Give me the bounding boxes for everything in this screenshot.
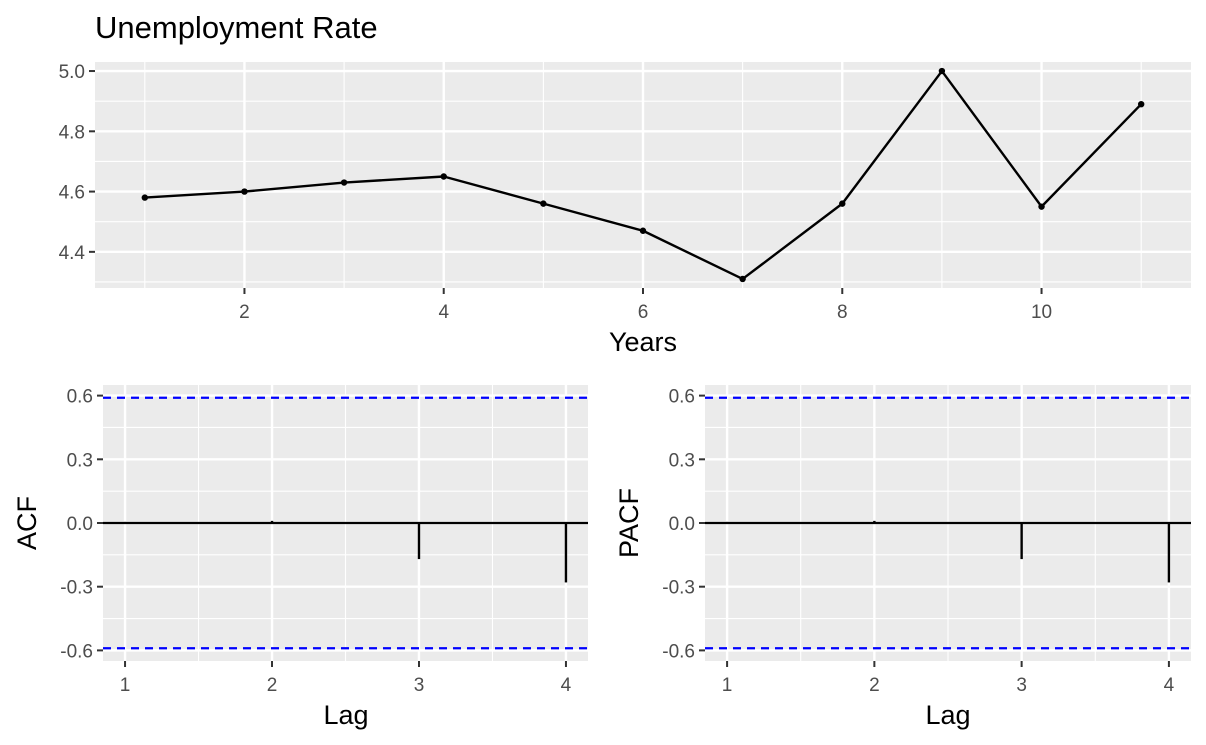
- acf-chart-marks: [103, 396, 588, 650]
- pacf-x-tick-label: 3: [1016, 675, 1027, 696]
- acf-chart-axes: 1 2 3 4 0.6 0.3 0.0 -0.3 -0.6: [60, 387, 571, 696]
- pacf-x-tick-label: 1: [722, 675, 733, 696]
- line-y-tick-label: 4.6: [59, 183, 85, 204]
- pacf-chart-marks: [705, 396, 1191, 650]
- data-point: [938, 67, 946, 75]
- acf-y-tick-label: -0.3: [60, 578, 93, 599]
- data-point: [141, 194, 149, 201]
- line-x-tick-label: 10: [1031, 302, 1052, 323]
- pacf-chart-axes: 1 2 3 4 0.6 0.3 0.0 -0.3 -0.6: [662, 387, 1174, 696]
- line-x-tick-label: 6: [638, 302, 649, 323]
- line-x-tick-label: 4: [438, 302, 449, 323]
- pacf-y-axis-title: PACF: [614, 488, 644, 558]
- data-point: [340, 179, 348, 186]
- line-chart-axes: 2 4 6 8 10 4.4 4.6 4.8 5.0: [59, 62, 1053, 323]
- data-point: [639, 227, 647, 234]
- data-point: [1137, 100, 1145, 108]
- chart-title: Unemployment Rate: [95, 10, 378, 45]
- pacf-y-tick-label: -0.6: [662, 641, 695, 662]
- acf-x-tick-label: 4: [561, 675, 572, 696]
- line-y-tick-label: 4.8: [59, 122, 85, 143]
- acf-y-tick-label: 0.0: [67, 514, 93, 535]
- pacf-y-tick-label: 0.3: [669, 450, 695, 471]
- acf-x-axis-title: Lag: [323, 700, 368, 730]
- pacf-y-tick-label: 0.0: [669, 514, 695, 535]
- data-point: [241, 188, 248, 195]
- line-chart: Unemployment Rate 2 4 6 8 10 4.4 4.6 4.8 5.0 Yea…: [59, 10, 1191, 357]
- line-x-tick-label: 8: [837, 302, 848, 323]
- pacf-chart: 1 2 3 4 0.6 0.3 0.0 -0.3 -0.6 Lag PACF: [614, 385, 1191, 730]
- pacf-x-tick-label: 2: [869, 675, 880, 696]
- acf-x-tick-label: 2: [267, 675, 278, 696]
- acf-y-tick-label: 0.6: [67, 387, 93, 408]
- line-chart-marks: [141, 67, 1145, 283]
- line-chart-grid: [95, 62, 1191, 288]
- acf-y-tick-label: 0.3: [67, 450, 93, 471]
- acf-chart: 1 2 3 4 0.6 0.3 0.0 -0.3 -0.6 Lag ACF: [12, 385, 588, 730]
- data-point: [739, 275, 746, 283]
- data-point: [440, 173, 447, 180]
- line-y-tick-label: 4.4: [59, 243, 86, 264]
- x-axis-title: Years: [609, 327, 677, 357]
- acf-x-tick-label: 1: [120, 675, 131, 696]
- pacf-y-tick-label: 0.6: [669, 387, 695, 408]
- acf-x-tick-label: 3: [414, 675, 425, 696]
- line-y-tick-label: 5.0: [59, 62, 85, 83]
- data-point: [839, 200, 846, 207]
- data-point: [1038, 203, 1045, 210]
- acf-y-tick-label: -0.6: [60, 641, 93, 662]
- pacf-x-axis-title: Lag: [925, 700, 970, 730]
- pacf-x-tick-label: 4: [1164, 675, 1175, 696]
- line-x-tick-label: 2: [239, 302, 250, 323]
- acf-y-axis-title: ACF: [12, 496, 42, 550]
- pacf-y-tick-label: -0.3: [662, 578, 695, 599]
- data-point: [540, 200, 547, 207]
